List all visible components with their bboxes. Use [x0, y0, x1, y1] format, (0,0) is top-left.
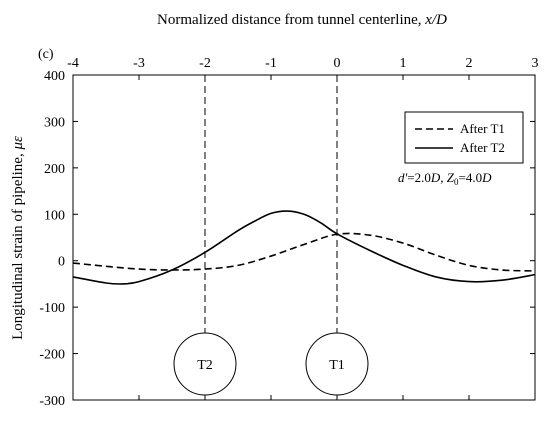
x-tick-label-7: 3	[532, 56, 539, 71]
x-tick-label-1: -3	[133, 56, 145, 71]
legend-label-after-t2: After T2	[460, 140, 505, 155]
legend-label-after-t1: After T1	[460, 121, 505, 136]
x-axis-title: Normalized distance from tunnel centerli…	[157, 12, 447, 28]
y-tick-label-0: 400	[44, 69, 65, 84]
parameter-annotation: d'=2.0D, Z0=4.0D	[398, 170, 492, 187]
legend-box	[404, 111, 524, 164]
annotation-d-symbol: d'	[398, 170, 408, 185]
x-tick-label-0: -4	[67, 56, 79, 71]
tunnel-lines	[204, 75, 338, 333]
x-tick-label-4: 0	[334, 56, 341, 71]
legend: After T1 After T2	[404, 111, 524, 164]
y-tick-label-6: -200	[39, 348, 65, 363]
x-tick-label-3: -1	[265, 56, 277, 71]
x-axis-title-variable: x/D	[424, 12, 447, 28]
y-tick-label-2: 200	[44, 162, 65, 177]
panel-label: (c)	[38, 47, 54, 62]
axis-ticks	[72, 74, 536, 401]
plot-frame	[72, 74, 536, 401]
tunnel-label-t1: T1	[329, 358, 345, 373]
x-tick-label-5: 1	[400, 56, 407, 71]
series-lines	[72, 210, 536, 285]
series-line-after-t2	[72, 210, 536, 285]
annotation-d-value: =2.0	[407, 170, 431, 185]
y-tick-label-1: 300	[44, 115, 65, 130]
y-tick-label-4: 0	[58, 255, 65, 270]
annotation-z-value: =4.0	[459, 170, 483, 185]
tick-labels: -4 -3 -2 -1 0 1 2 3 400 300 200 100 0 -100 -200 -300	[39, 56, 538, 409]
x-axis-title-text: Normalized distance from tunnel centerli…	[157, 12, 425, 28]
annotation-z-subscript: 0	[454, 177, 459, 187]
y-axis-title-text: Longitudinal strain of pipeline,	[10, 150, 26, 340]
y-tick-label-7: -300	[39, 394, 65, 409]
y-axis-title-variable: με	[10, 136, 26, 151]
annotation-separator: ,	[440, 170, 447, 185]
x-tick-label-2: -2	[199, 56, 211, 71]
annotation-d-unit: D	[430, 170, 441, 185]
tunnels: T2 T1	[173, 332, 369, 396]
y-tick-label-3: 100	[44, 208, 65, 223]
annotation-z-unit: D	[481, 170, 492, 185]
annotation-z-symbol: Z	[447, 170, 455, 185]
tunnel-label-t2: T2	[197, 358, 213, 373]
tunnel-circle-t1	[305, 332, 369, 396]
y-axis-title: Longitudinal strain of pipeline, με	[10, 136, 26, 340]
y-tick-label-5: -100	[39, 301, 65, 316]
x-tick-label-6: 2	[466, 56, 473, 71]
series-line-after-t1	[72, 232, 536, 272]
tunnel-circle-t2	[173, 332, 237, 396]
